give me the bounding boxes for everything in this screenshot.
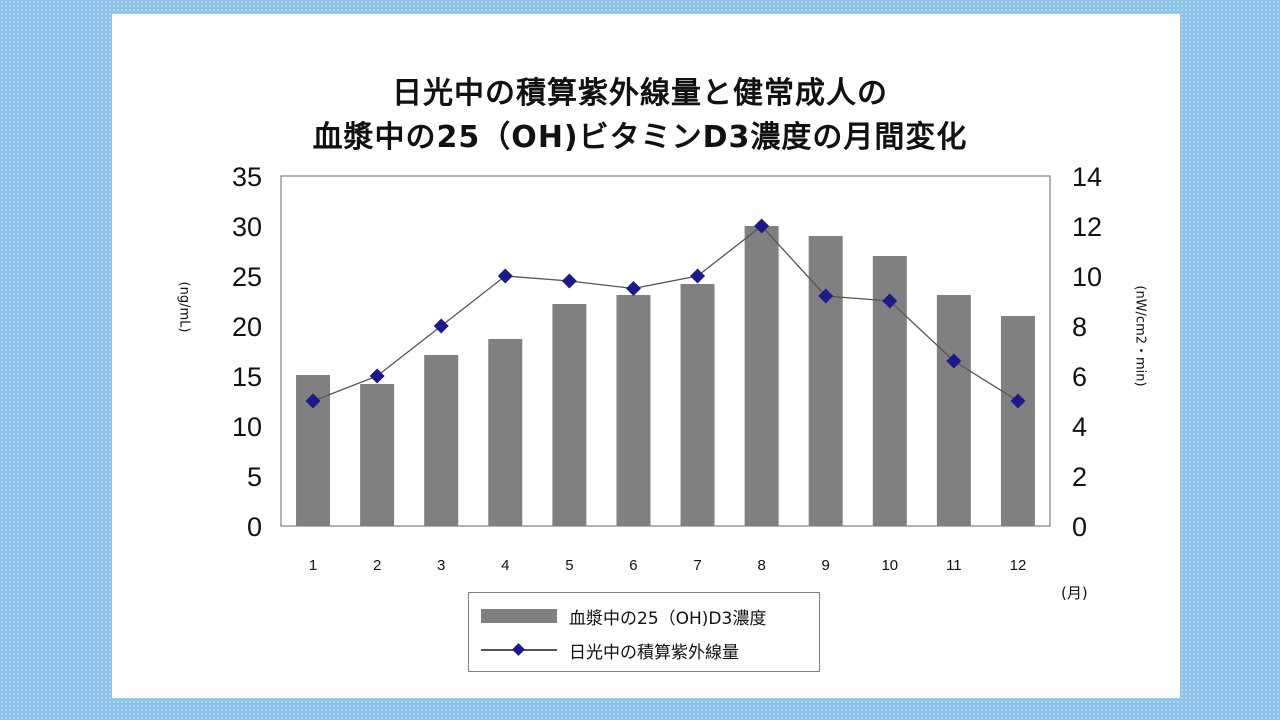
- y-left-tick-35: 35: [232, 162, 262, 192]
- y-right-tick-8: 8: [1072, 312, 1087, 342]
- bar-8: [744, 226, 779, 526]
- bar-4: [488, 339, 523, 526]
- bar-2: [360, 384, 395, 526]
- uv-point-11: [946, 353, 962, 369]
- uv-point-10: [882, 293, 898, 309]
- bar-11: [936, 295, 971, 526]
- bar-5: [552, 304, 587, 526]
- uv-point-6: [625, 281, 641, 296]
- y-right-tick-12: 12: [1072, 212, 1102, 242]
- bar-3: [424, 355, 459, 526]
- y-left-tick-10: 10: [232, 412, 262, 442]
- uv-point-5: [561, 273, 577, 289]
- legend-bar-swatch: [481, 609, 557, 623]
- x-tick-9: 9: [822, 557, 830, 574]
- x-tick-3: 3: [437, 557, 445, 574]
- x-tick-4: 4: [501, 557, 509, 574]
- x-tick-5: 5: [565, 557, 573, 574]
- legend-item-bar: 血漿中の25（OH)D3濃度: [481, 603, 766, 629]
- y-left-tick-30: 30: [232, 212, 262, 242]
- y-left-tick-0: 0: [247, 512, 262, 542]
- uv-point-7: [690, 268, 706, 284]
- legend-item-line: 日光中の積算紫外線量: [481, 637, 739, 663]
- chart-title: 日光中の積算紫外線量と健常成人の 血漿中の25（OH)ビタミンD3濃度の月間変化: [0, 72, 1280, 160]
- y-right-tick-4: 4: [1072, 412, 1087, 442]
- bar-12: [1000, 316, 1035, 526]
- legend-line-swatch: [481, 643, 557, 657]
- x-tick-8: 8: [757, 557, 765, 574]
- y-left-tick-5: 5: [247, 462, 262, 492]
- x-tick-11: 11: [946, 557, 962, 574]
- y-left-tick-15: 15: [232, 362, 262, 392]
- x-tick-10: 10: [881, 557, 898, 574]
- y-right-tick-14: 14: [1072, 162, 1102, 192]
- uv-point-12: [1010, 393, 1026, 409]
- bar-9: [808, 236, 843, 526]
- x-tick-6: 6: [629, 557, 637, 574]
- y-right-axis-label: (nW/cm2・min): [1132, 285, 1148, 387]
- y-left-axis-label: (ng/mL): [176, 281, 192, 333]
- bar-7: [680, 284, 715, 526]
- x-tick-2: 2: [373, 557, 381, 574]
- chart-title-line-2: 血漿中の25（OH)ビタミンD3濃度の月間変化: [312, 120, 968, 155]
- y-right-tick-2: 2: [1072, 462, 1087, 492]
- y-right-tick-10: 10: [1072, 262, 1102, 292]
- y-right-tick-0: 0: [1072, 512, 1087, 542]
- y-left-tick-25: 25: [232, 262, 262, 292]
- x-tick-1: 1: [309, 557, 317, 574]
- y-right-tick-6: 6: [1072, 362, 1087, 392]
- chart-title-line-1: 日光中の積算紫外線量と健常成人の: [392, 76, 888, 111]
- legend-line-label: 日光中の積算紫外線量: [569, 642, 739, 663]
- plot-frame: [280, 175, 1051, 527]
- x-tick-7: 7: [693, 557, 701, 574]
- legend-bar-label: 血漿中の25（OH)D3濃度: [569, 608, 767, 629]
- bar-6: [616, 295, 651, 526]
- x-tick-12: 12: [1010, 557, 1027, 574]
- y-left-tick-20: 20: [232, 312, 262, 342]
- uv-point-9: [818, 288, 834, 304]
- uv-point-3: [433, 318, 449, 334]
- uv-series-line: [312, 225, 1019, 402]
- x-axis-unit-label: (月): [1061, 584, 1088, 602]
- uv-point-2: [369, 368, 385, 384]
- legend: 血漿中の25（OH)D3濃度 日光中の積算紫外線量: [468, 592, 820, 672]
- diamond-marker-icon: [512, 643, 525, 656]
- uv-point-4: [497, 268, 513, 284]
- uv-point-8: [754, 218, 770, 234]
- uv-point-1: [305, 393, 321, 409]
